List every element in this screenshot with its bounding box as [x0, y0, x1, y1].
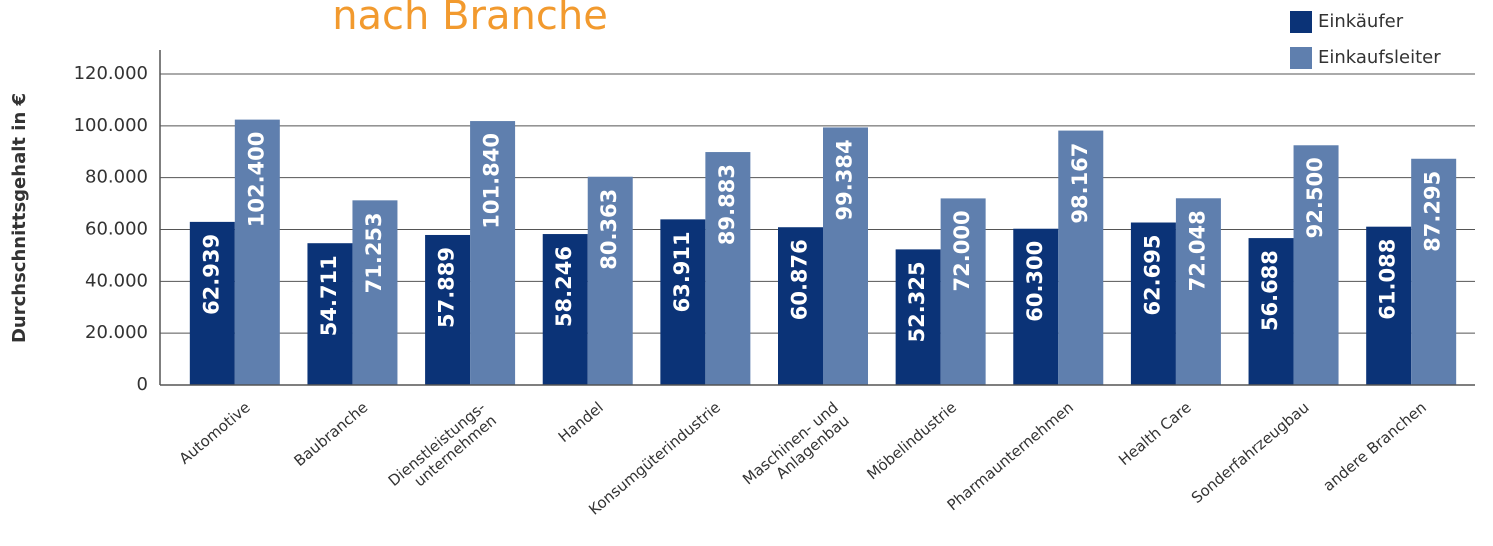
bar — [1248, 238, 1294, 385]
legend-swatch — [1290, 47, 1312, 69]
bar — [660, 219, 706, 385]
legend-label: Einkaufsleiter — [1318, 47, 1441, 68]
value-label: 99.384 — [833, 139, 857, 220]
legend-label: Einkäufer — [1318, 11, 1404, 32]
bar — [234, 119, 280, 385]
value-label: 63.911 — [670, 231, 694, 312]
bar — [1130, 222, 1176, 385]
bar — [587, 176, 633, 385]
value-label: 61.088 — [1376, 239, 1400, 320]
bar — [1293, 145, 1339, 385]
value-label: 89.883 — [715, 164, 739, 245]
y-tick-label: 120.000 — [74, 63, 148, 84]
value-label: 58.246 — [552, 246, 576, 327]
value-label: 71.253 — [362, 212, 386, 293]
bar — [1013, 228, 1059, 385]
value-label: 62.695 — [1140, 235, 1164, 316]
bar — [895, 249, 941, 385]
bar — [1058, 130, 1104, 385]
y-tick-label: 40.000 — [85, 270, 148, 291]
bar — [940, 198, 986, 385]
bar — [705, 152, 751, 385]
bar — [470, 121, 516, 385]
value-label: 87.295 — [1421, 171, 1445, 252]
legend-swatch — [1290, 11, 1312, 33]
value-label: 101.840 — [480, 133, 504, 229]
y-tick-label: 20.000 — [85, 322, 148, 343]
y-tick-label: 0 — [137, 374, 148, 395]
value-label: 80.363 — [597, 189, 621, 270]
bar — [307, 243, 353, 385]
bar — [542, 234, 588, 385]
bar — [352, 200, 398, 385]
bar — [778, 227, 823, 385]
value-label: 98.167 — [1068, 143, 1092, 224]
value-label: 56.688 — [1258, 250, 1282, 331]
bar — [425, 234, 471, 385]
value-label: 54.711 — [317, 255, 341, 336]
value-label: 102.400 — [244, 132, 268, 228]
y-tick-label: 100.000 — [74, 115, 148, 136]
value-label: 72.048 — [1185, 210, 1209, 291]
value-label: 72.000 — [950, 210, 974, 291]
value-label: 62.939 — [199, 234, 223, 315]
value-label: 52.325 — [905, 261, 929, 342]
bar — [189, 221, 235, 385]
y-tick-label: 60.000 — [85, 219, 148, 240]
value-label: 57.889 — [435, 247, 459, 328]
y-axis-label: Durchschnittsgehalt in € — [9, 93, 30, 343]
value-label: 60.876 — [788, 239, 812, 320]
y-tick-label: 80.000 — [85, 167, 148, 188]
value-label: 60.300 — [1023, 241, 1047, 322]
value-label: 92.500 — [1303, 157, 1327, 238]
bar — [1411, 158, 1457, 385]
chart-title: nach Branche — [332, 0, 608, 39]
bar — [1366, 226, 1412, 385]
bar — [1175, 198, 1221, 385]
bar — [823, 127, 868, 385]
